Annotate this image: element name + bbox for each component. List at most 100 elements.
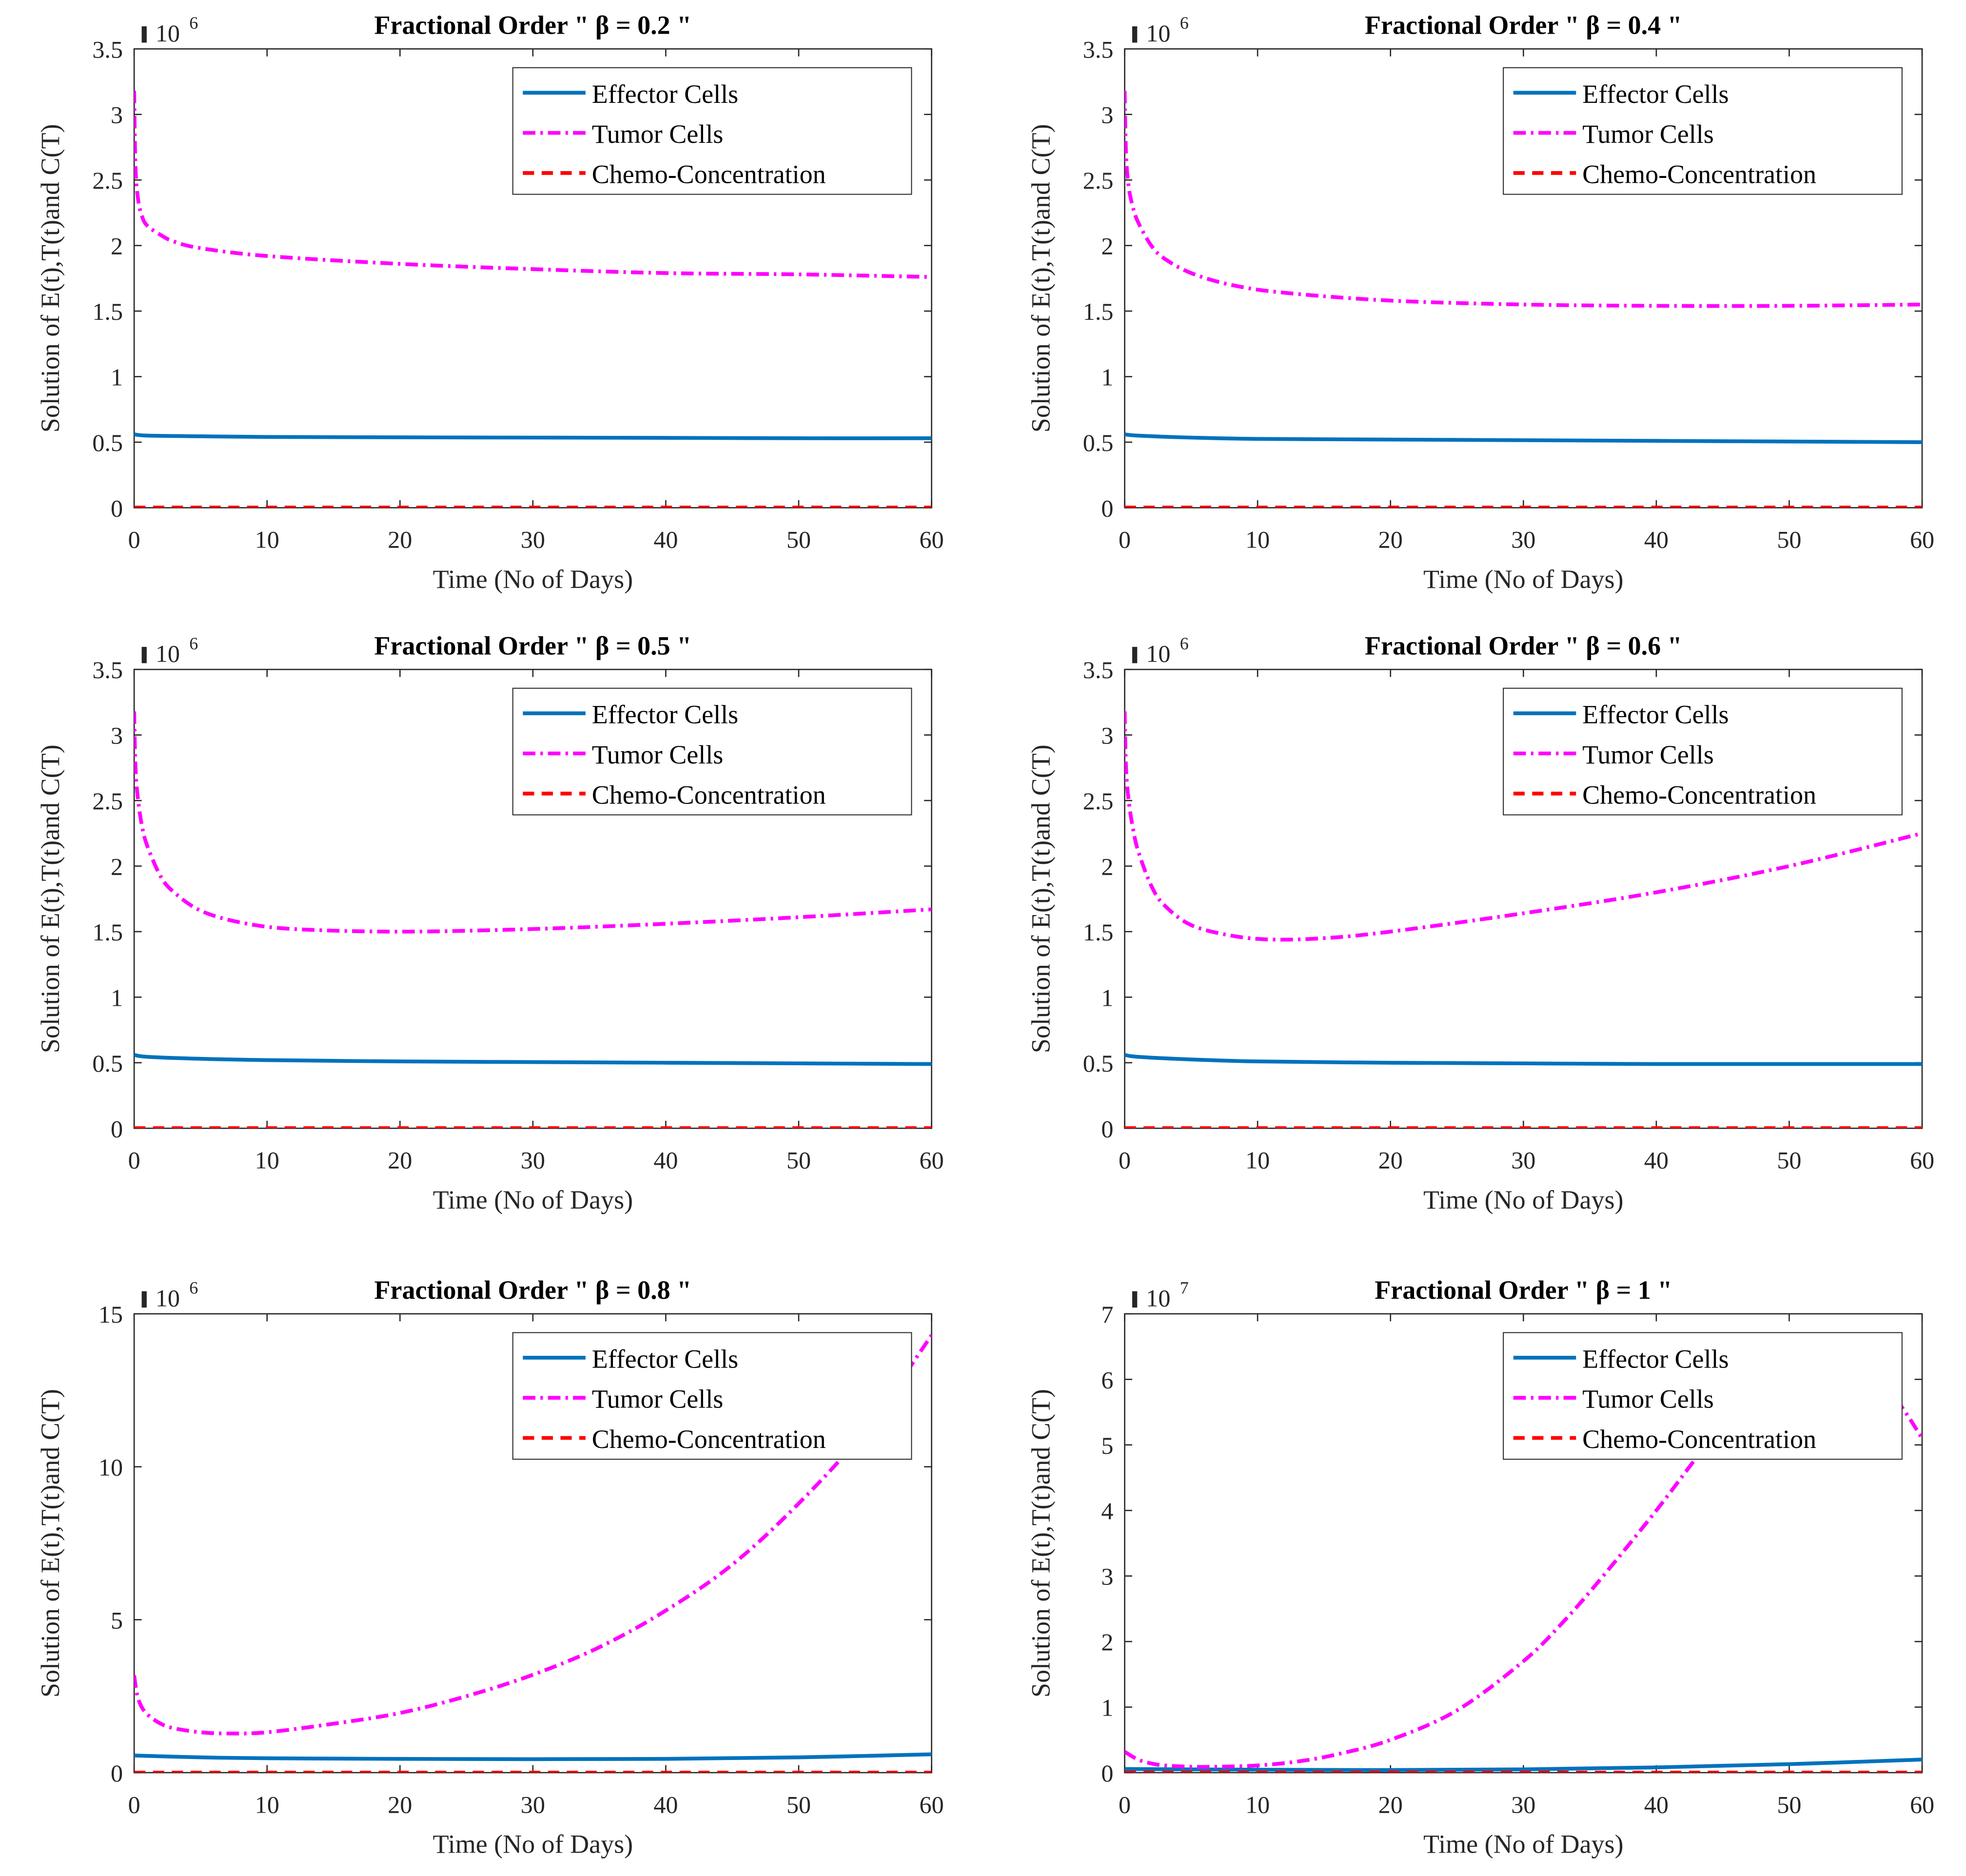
y-tick-label: 1 — [1101, 364, 1113, 391]
x-tick-label: 50 — [786, 1147, 811, 1174]
x-tick-label: 0 — [1119, 1147, 1131, 1174]
y-tick-label: 1 — [1101, 984, 1113, 1011]
x-tick-label: 0 — [1119, 526, 1131, 553]
y-tick-label: 1 — [111, 984, 123, 1011]
exponent-marker-icon — [1132, 1291, 1138, 1308]
legend-label: Chemo-Concentration — [592, 780, 826, 809]
y-tick-label: 3 — [1101, 1563, 1113, 1590]
x-tick-label: 40 — [653, 526, 678, 553]
exponent-base: 10 — [156, 640, 180, 667]
legend-label: Chemo-Concentration — [592, 1425, 826, 1454]
y-tick-label: 0 — [1101, 1115, 1113, 1142]
x-tick-label: 20 — [388, 1791, 412, 1818]
x-tick-label: 60 — [1910, 526, 1934, 553]
chart-title: Fractional Order " β = 0.2 " — [374, 10, 692, 39]
y-tick-label: 0 — [1101, 494, 1113, 522]
x-tick-label: 30 — [1511, 1791, 1535, 1818]
chart-panel-1: 0 10 20 30 40 50 60 0 0.5 1 1.5 2 2.5 3 3.5 10 6 Fraction… — [36, 10, 944, 594]
x-tick-label: 60 — [1910, 1147, 1934, 1174]
x-tick-label: 20 — [1378, 526, 1403, 553]
y-tick-label: 3.5 — [92, 36, 123, 63]
chart-panel-3: 0 10 20 30 40 50 60 0 0.5 1 1.5 2 2.5 3 3.5 10 6 Fraction… — [36, 631, 944, 1214]
y-axis-label: Solution of E(t),T(t)and C(T) — [1026, 744, 1055, 1053]
y-tick-label: 0.5 — [92, 429, 123, 456]
y-tick-label: 2 — [111, 233, 123, 260]
x-tick-label: 60 — [1910, 1791, 1934, 1818]
y-tick-label: 0 — [111, 1115, 123, 1142]
series-line-effector-cells — [1124, 1758, 1923, 1772]
x-tick-label: 10 — [255, 526, 279, 553]
x-tick-label: 0 — [128, 526, 140, 553]
y-tick-label: 0.5 — [1083, 1050, 1114, 1077]
legend: Effector Cells Tumor Cells Chemo-Concentra… — [1503, 67, 1903, 195]
y-axis-label: Solution of E(t),T(t)and C(T) — [1026, 124, 1055, 432]
y-axis-label: Solution of E(t),T(t)and C(T) — [36, 744, 65, 1053]
legend-label: Tumor Cells — [1582, 119, 1714, 149]
x-tick-label: 60 — [920, 1791, 944, 1818]
series-line-effector-cells — [134, 1752, 932, 1761]
x-tick-label: 60 — [920, 1147, 944, 1174]
exponent-base: 10 — [1146, 1284, 1170, 1311]
legend-label: Tumor Cells — [1582, 1385, 1714, 1414]
x-tick-label: 30 — [1511, 1147, 1535, 1174]
chart-panel-6: 0 10 20 30 40 50 60 0 1 2 3 4 5 6 7 10 7 Fractional Order… — [1026, 1275, 1934, 1859]
exponent-marker-icon — [1132, 646, 1138, 664]
y-axis-label: Solution of E(t),T(t)and C(T) — [36, 1389, 65, 1698]
exponent-marker-icon — [1132, 26, 1138, 43]
series-group — [1124, 711, 1923, 1129]
x-tick-label: 50 — [786, 1791, 811, 1818]
chart-title: Fractional Order " β = 0.8 " — [374, 1275, 692, 1305]
x-axis-label: Time (No of Days) — [433, 565, 633, 594]
legend-label: Tumor Cells — [1582, 740, 1714, 769]
series-line-tumor-cells — [134, 91, 932, 279]
legend: Effector Cells Tumor Cells Chemo-Concentra… — [512, 67, 912, 195]
x-tick-label: 40 — [1644, 526, 1669, 553]
x-tick-label: 30 — [521, 526, 545, 553]
x-axis-label: Time (No of Days) — [1423, 565, 1623, 594]
x-tick-label: 50 — [786, 526, 811, 553]
y-tick-label: 2 — [1101, 1628, 1113, 1656]
series-group — [1124, 91, 1923, 508]
y-tick-label: 10 — [98, 1454, 123, 1481]
y-tick-label: 1 — [111, 364, 123, 391]
x-tick-label: 10 — [1245, 1147, 1270, 1174]
legend-label: Chemo-Concentration — [1582, 159, 1816, 189]
chart-panel-2: 0 10 20 30 40 50 60 0 0.5 1 1.5 2 2.5 3 3.5 10 6 Fraction… — [1026, 10, 1934, 594]
x-tick-label: 50 — [1777, 1791, 1801, 1818]
y-tick-label: 1 — [1101, 1694, 1113, 1721]
x-tick-label: 20 — [388, 526, 412, 553]
legend-label: Chemo-Concentration — [1582, 780, 1816, 809]
y-tick-label: 0.5 — [1083, 429, 1114, 456]
legend-label: Effector Cells — [592, 1344, 738, 1373]
series-line-effector-cells — [134, 432, 932, 440]
chart-panel-4: 0 10 20 30 40 50 60 0 0.5 1 1.5 2 2.5 3 3.5 10 6 Fraction… — [1026, 631, 1934, 1214]
exponent-marker-icon — [141, 26, 147, 43]
x-tick-label: 10 — [1245, 1791, 1270, 1818]
x-tick-label: 40 — [1644, 1147, 1669, 1174]
legend-label: Effector Cells — [592, 79, 738, 109]
x-axis-label: Time (No of Days) — [433, 1830, 633, 1859]
chart-panel-5: 0 10 20 30 40 50 60 0 5 10 15 10 6 Fractional Order "… — [36, 1275, 944, 1859]
y-tick-label: 2 — [111, 853, 123, 880]
legend: Effector Cells Tumor Cells Chemo-Concentra… — [1503, 687, 1903, 816]
y-tick-label: 0.5 — [92, 1050, 123, 1077]
legend-label: Effector Cells — [592, 700, 738, 729]
series-line-tumor-cells — [134, 1334, 932, 1736]
legend-label: Tumor Cells — [592, 1385, 724, 1414]
y-tick-label: 5 — [111, 1606, 123, 1634]
y-tick-label: 3 — [111, 101, 123, 129]
x-tick-label: 30 — [521, 1791, 545, 1818]
y-tick-label: 6 — [1101, 1366, 1113, 1393]
exponent-marker-icon — [141, 646, 147, 664]
y-tick-label: 2 — [1101, 233, 1113, 260]
series-group — [134, 711, 932, 1129]
exponent-power: 6 — [189, 634, 198, 653]
series-group — [134, 91, 932, 508]
x-tick-label: 20 — [1378, 1791, 1403, 1818]
x-tick-label: 60 — [920, 526, 944, 553]
y-axis-label: Solution of E(t),T(t)and C(T) — [1026, 1389, 1055, 1698]
exponent-power: 6 — [1180, 13, 1189, 33]
exponent-power: 6 — [189, 1278, 198, 1298]
legend: Effector Cells Tumor Cells Chemo-Concentra… — [512, 687, 912, 816]
